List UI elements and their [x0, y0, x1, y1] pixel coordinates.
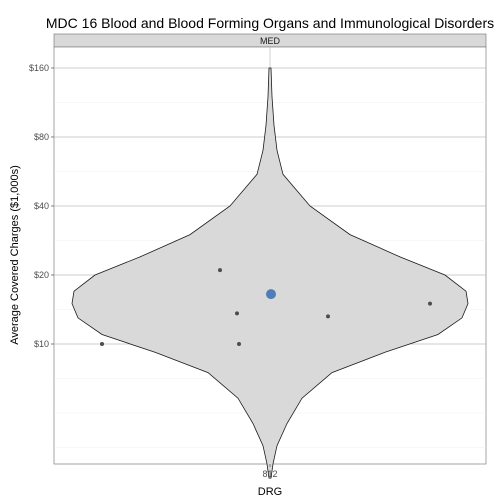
violin-812 [71, 67, 469, 479]
facet-label: MED [260, 36, 281, 46]
y-tick-label-1: $20 [34, 270, 49, 280]
y-tick-label-4: $160 [29, 63, 49, 73]
y-tick-label-2: $40 [34, 201, 49, 211]
data-point-5 [428, 301, 432, 306]
data-point-1 [237, 342, 241, 346]
points-layer [100, 268, 432, 346]
chart-title: MDC 16 Blood and Blood Forming Organs an… [46, 15, 494, 31]
data-point-3 [235, 311, 239, 316]
y-axis-title: Average Covered Charges ($1,000s) [9, 165, 21, 345]
y-axis: $10 $20 $40 $80 $160 [29, 63, 54, 349]
y-tick-label-0: $10 [34, 339, 49, 349]
data-point-4 [326, 314, 330, 319]
x-axis: 812 [262, 464, 278, 479]
data-point-0 [100, 342, 104, 346]
highlight-point [266, 289, 276, 300]
x-tick-label-0: 812 [262, 469, 277, 479]
x-axis-title: DRG [258, 486, 282, 498]
data-point-2 [218, 268, 222, 273]
violin-layer [71, 67, 469, 479]
y-tick-label-3: $80 [34, 132, 49, 142]
